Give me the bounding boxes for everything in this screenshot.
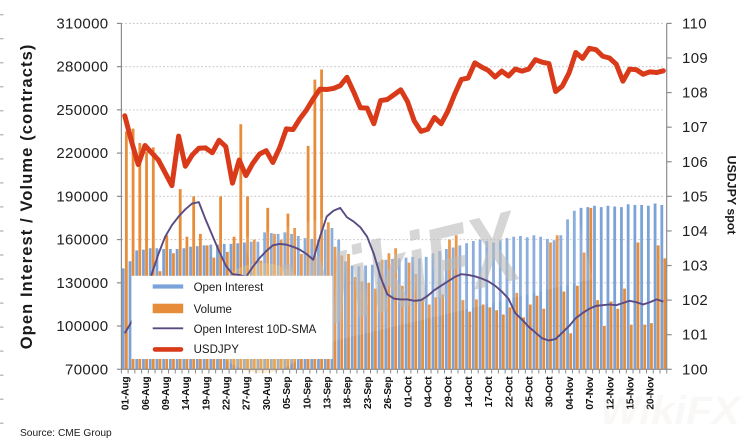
svg-text:26-Sep: 26-Sep xyxy=(383,377,394,410)
svg-text:07-Nov: 07-Nov xyxy=(585,376,596,410)
svg-text:USDJPY: USDJPY xyxy=(194,344,240,356)
svg-text:102: 102 xyxy=(682,292,708,309)
svg-text:14-Aug: 14-Aug xyxy=(181,377,192,411)
svg-text:Volume: Volume xyxy=(194,304,232,316)
svg-text:10-Sep: 10-Sep xyxy=(302,377,313,410)
svg-text:Open Interest: Open Interest xyxy=(194,282,264,294)
svg-text:09-Oct: 09-Oct xyxy=(444,376,455,408)
svg-text:22-Aug: 22-Aug xyxy=(222,377,233,411)
svg-text:30-Aug: 30-Aug xyxy=(262,377,273,411)
svg-text:110: 110 xyxy=(682,15,707,32)
svg-text:01-Aug: 01-Aug xyxy=(121,377,132,411)
svg-text:30-Oct: 30-Oct xyxy=(545,376,556,408)
svg-text:310000: 310000 xyxy=(56,15,108,32)
svg-text:100: 100 xyxy=(682,361,708,378)
svg-text:04-Nov: 04-Nov xyxy=(565,376,576,410)
svg-text:15-Nov: 15-Nov xyxy=(625,376,636,410)
svg-text:107: 107 xyxy=(682,119,708,136)
svg-text:09-Aug: 09-Aug xyxy=(161,377,172,411)
svg-text:USDJPY spot: USDJPY spot xyxy=(725,156,739,235)
svg-text:103: 103 xyxy=(682,258,708,275)
svg-text:104: 104 xyxy=(682,223,708,240)
svg-text:190000: 190000 xyxy=(56,188,108,205)
svg-text:18-Sep: 18-Sep xyxy=(343,377,354,410)
svg-text:70000: 70000 xyxy=(65,361,108,378)
svg-text:130000: 130000 xyxy=(56,275,108,292)
svg-text:12-Nov: 12-Nov xyxy=(605,376,616,410)
svg-text:17-Oct: 17-Oct xyxy=(484,376,495,408)
svg-text:WikiFX: WikiFX xyxy=(600,389,742,433)
svg-text:06-Aug: 06-Aug xyxy=(141,377,152,411)
svg-text:22-Oct: 22-Oct xyxy=(504,376,515,408)
svg-text:05-Sep: 05-Sep xyxy=(282,377,293,410)
svg-text:23-Sep: 23-Sep xyxy=(363,377,374,410)
svg-text:01-Oct: 01-Oct xyxy=(403,376,414,408)
svg-text:105: 105 xyxy=(682,188,708,205)
svg-text:160000: 160000 xyxy=(56,232,108,249)
svg-text:04-Oct: 04-Oct xyxy=(424,376,435,408)
svg-text:Open Interest 10D-SMA: Open Interest 10D-SMA xyxy=(194,324,317,336)
svg-text:220000: 220000 xyxy=(56,145,108,162)
svg-text:100000: 100000 xyxy=(56,318,108,335)
svg-text:19-Aug: 19-Aug xyxy=(201,377,212,411)
svg-text:109: 109 xyxy=(682,50,708,67)
svg-text:25-Oct: 25-Oct xyxy=(524,376,535,408)
svg-text:108: 108 xyxy=(682,85,708,102)
svg-text:250000: 250000 xyxy=(56,102,108,119)
svg-text:27-Aug: 27-Aug xyxy=(242,377,253,411)
svg-text:14-Oct: 14-Oct xyxy=(464,376,475,408)
svg-text:280000: 280000 xyxy=(56,59,108,76)
svg-text:Open Interest / Volume (contra: Open Interest / Volume (contracts) xyxy=(18,44,36,350)
svg-text:101: 101 xyxy=(682,327,708,344)
svg-text:13-Sep: 13-Sep xyxy=(323,377,334,410)
svg-text:Source: CME Group: Source: CME Group xyxy=(20,428,112,439)
svg-text:20-Nov: 20-Nov xyxy=(646,376,657,410)
svg-text:106: 106 xyxy=(682,154,708,171)
